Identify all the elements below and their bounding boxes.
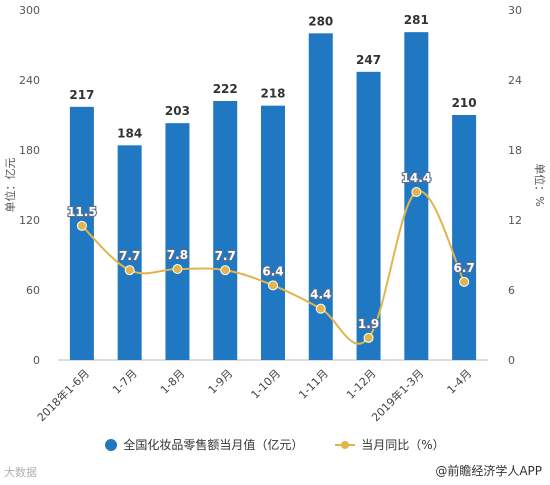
bar-value-label: 210 [452,96,477,110]
y-tick-label: 180 [19,144,40,157]
y2-tick-label: 12 [508,214,522,227]
y2-tick-label: 30 [508,4,522,17]
line-series [76,187,470,345]
legend-bar-label: 全国化妆品零售额当月值（亿元） [123,438,304,452]
footer-credit: @前瞻经济学人APP [435,464,542,478]
y2-tick-label: 6 [508,284,515,297]
line-value-label: 14.4 [402,171,432,185]
bar-value-label: 203 [165,104,190,118]
bar-value-label: 247 [356,53,381,67]
bar [452,115,477,360]
x-tick-label: 2018年1-6月 [34,366,92,424]
bar-value-label: 184 [117,126,142,140]
y2-axis-title: 单位：% [533,163,547,206]
footer-source: 大数据 [4,466,37,479]
y-axis-title: 单位：亿元 [3,158,17,213]
line-point [220,265,231,276]
line-value-label: 4.4 [310,288,331,302]
x-tick-label: 1-9月 [206,367,236,397]
bars-group [69,32,477,361]
line-value-label: 6.4 [262,264,283,278]
line-point [76,220,87,231]
line-point [459,276,470,287]
line-value-label: 7.8 [167,248,188,262]
y-tick-label: 240 [19,74,40,87]
x-tick-label: 1-11月 [296,367,331,402]
line-value-label: 7.7 [119,249,140,263]
bar [356,71,381,360]
line-value-label: 11.5 [67,205,97,219]
line-point [363,332,374,343]
y-tick-label: 60 [26,284,40,297]
line-point [315,303,326,314]
line-value-label: 6.7 [453,261,474,275]
bar-value-label: 217 [69,88,94,102]
bar [261,105,285,361]
line-point [411,187,422,197]
line-point [124,265,135,276]
bar-value-label: 280 [308,14,333,28]
data-labels: 217 184 203 222 218 280 247 281 210 11.5 7.7 7.8 7.7… [66,13,477,332]
line-value-label: 7.7 [215,249,236,263]
bar-value-label: 222 [213,82,238,96]
x-tick-label: 1-10月 [248,367,283,402]
y2-tick-label: 24 [508,74,522,87]
legend-line-marker [335,439,356,451]
x-tick-label: 1-7月 [110,367,140,397]
bar [165,123,190,361]
y2-tick-label: 18 [508,144,522,157]
line-value-label: 1.9 [358,317,379,331]
bar-value-label: 218 [260,87,285,101]
y-tick-label: 300 [19,4,40,17]
y-tick-label: 120 [19,214,40,227]
bar [213,101,238,360]
chart-area: 0 60 120 180 240 300 0 6 12 18 24 30 单位：亿元 单位：% 2018年1… [3,4,547,424]
legend-line-label: 当月同比（%） [361,438,445,452]
legend-item-bar: 全国化妆品零售额当月值（亿元） [105,436,303,453]
x-tick-label: 1-8月 [158,367,188,397]
line-point [172,264,183,274]
y-tick-label: 0 [33,354,40,367]
y2-tick-label: 0 [508,354,515,367]
x-tick-label: 1-12月 [344,367,379,402]
bar [117,145,142,360]
legend: 全国化妆品零售额当月值（亿元） 当月同比（%） [0,436,550,454]
legend-item-line: 当月同比（%） [335,436,445,453]
legend-bar-marker [105,438,118,451]
line-point [268,280,278,291]
bar-value-label: 281 [404,13,429,27]
x-tick-label: 1-4月 [445,367,475,397]
